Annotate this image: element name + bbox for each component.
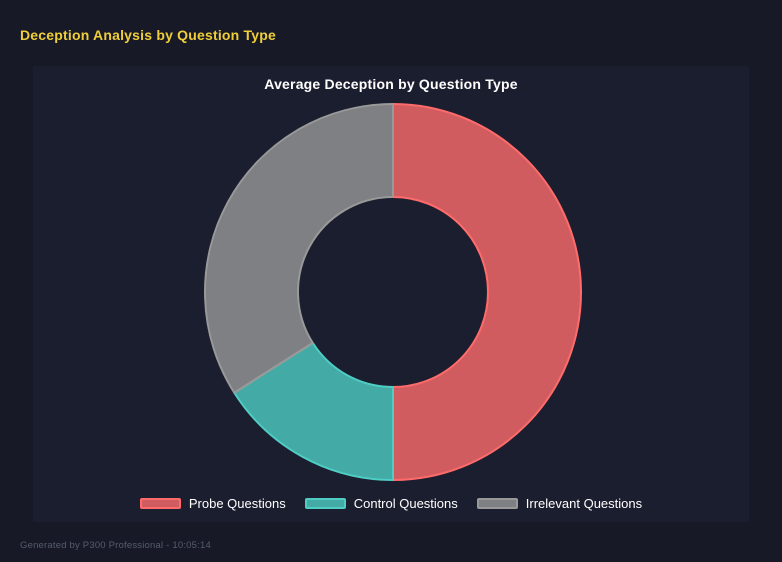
legend-item-0[interactable]: Probe Questions — [139, 496, 286, 511]
legend-label-1: Control Questions — [353, 496, 458, 511]
legend-label-0: Probe Questions — [188, 496, 286, 511]
legend-item-2[interactable]: Irrelevant Questions — [476, 496, 643, 511]
doughnut-segment-2[interactable] — [204, 103, 394, 394]
legend-label-2: Irrelevant Questions — [525, 496, 643, 511]
doughnut-segment-1[interactable] — [233, 341, 394, 481]
legend-swatch-1 — [304, 498, 346, 509]
footer-text: Generated by P300 Professional - 10:05:1… — [20, 540, 211, 551]
page-title: Deception Analysis by Question Type — [20, 27, 276, 43]
chart-panel: Average Deception by Question Type Probe… — [33, 66, 749, 522]
doughnut-chart[interactable] — [198, 97, 588, 487]
chart-title: Average Deception by Question Type — [264, 76, 518, 92]
legend-swatch-0 — [139, 498, 181, 509]
legend-swatch-2 — [476, 498, 518, 509]
doughnut-segment-0[interactable] — [392, 103, 582, 481]
legend-item-1[interactable]: Control Questions — [304, 496, 458, 511]
chart-legend: Probe Questions Control Questions Irreleva… — [33, 496, 749, 511]
